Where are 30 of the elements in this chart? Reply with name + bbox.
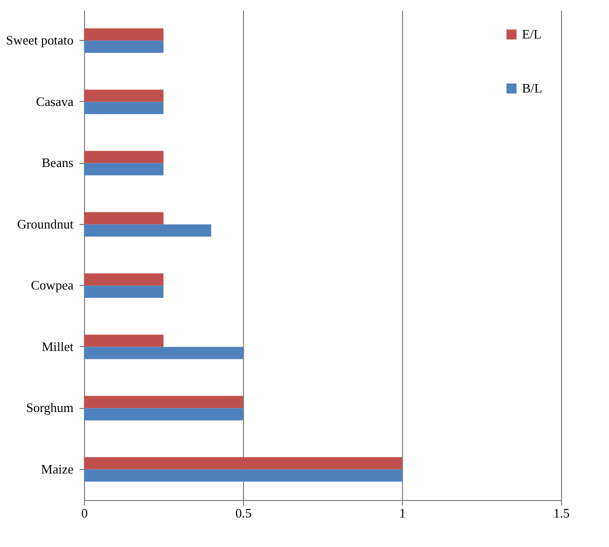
bar xyxy=(84,90,164,102)
x-tick-label: 1.5 xyxy=(553,506,570,520)
bar xyxy=(84,469,402,482)
x-tick-label: 0 xyxy=(81,506,88,520)
bar xyxy=(84,408,243,420)
bar xyxy=(84,224,212,237)
y-tick-label: Beans xyxy=(42,155,74,170)
bar xyxy=(84,212,164,224)
bar xyxy=(84,457,402,470)
y-tick-label: Casava xyxy=(36,94,74,109)
y-tick-label: Maize xyxy=(41,461,74,476)
x-tick-label: 1 xyxy=(399,506,406,520)
y-tick-label: Cowpea xyxy=(30,278,74,293)
bar xyxy=(84,163,164,176)
legend-label: B/L xyxy=(522,80,542,96)
x-tick-label: 0.5 xyxy=(235,506,252,520)
y-tick-label: Sorghum xyxy=(26,400,74,416)
bar xyxy=(84,273,164,286)
bar xyxy=(84,346,243,360)
y-tick-label: Groundnut xyxy=(17,216,74,232)
legend-label: E/L xyxy=(522,26,542,42)
bar xyxy=(84,28,164,41)
bar xyxy=(84,102,164,114)
y-tick-label: Sweet potato xyxy=(6,32,74,48)
bar xyxy=(84,286,164,298)
bar xyxy=(84,40,164,53)
bar xyxy=(84,334,164,347)
bar xyxy=(84,150,164,164)
y-tick-label: Millet xyxy=(42,338,74,354)
bar xyxy=(84,396,243,408)
